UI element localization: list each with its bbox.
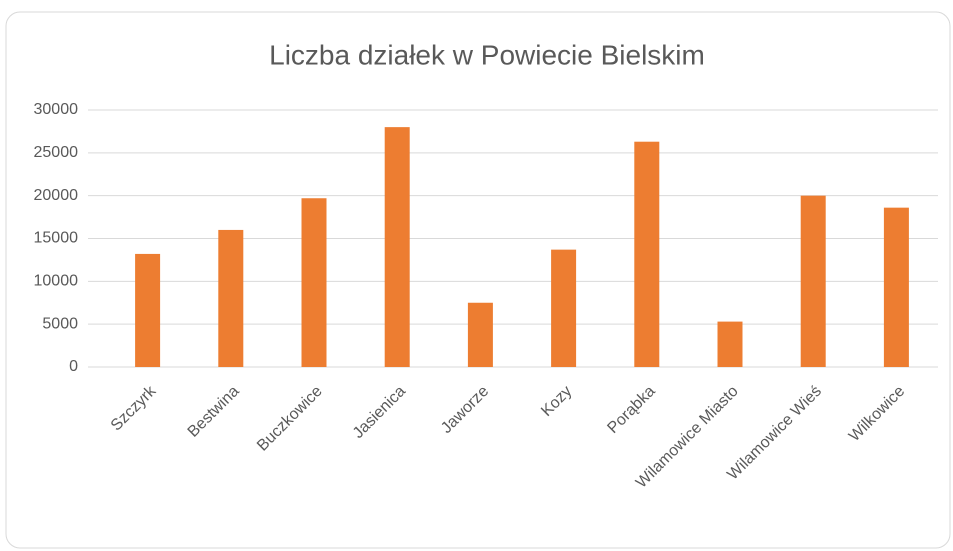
y-tick-label: 25000 bbox=[34, 144, 79, 161]
y-tick-label: 20000 bbox=[34, 187, 79, 204]
bar bbox=[467, 302, 493, 367]
chart-title: Liczba działek w Powiecie Bielskim bbox=[269, 39, 705, 70]
y-tick-label: 0 bbox=[69, 358, 78, 375]
bar bbox=[135, 253, 161, 367]
y-tick-label: 15000 bbox=[34, 230, 79, 247]
bar bbox=[384, 127, 410, 367]
chart-border bbox=[5, 11, 951, 549]
y-tick-label: 10000 bbox=[34, 273, 79, 290]
bar bbox=[551, 249, 577, 367]
bar bbox=[218, 229, 244, 367]
bar bbox=[883, 207, 909, 367]
y-tick-label: 5000 bbox=[42, 315, 78, 332]
bar bbox=[800, 195, 826, 367]
bar bbox=[717, 321, 743, 367]
bar bbox=[301, 198, 327, 367]
bar bbox=[634, 141, 660, 367]
y-tick-label: 30000 bbox=[34, 101, 79, 118]
